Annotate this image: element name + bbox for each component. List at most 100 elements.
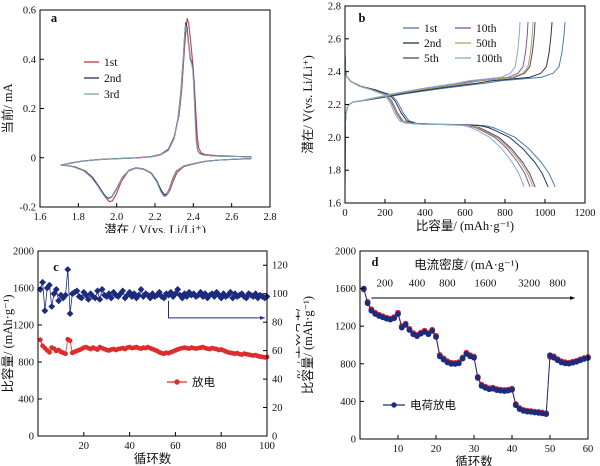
y-axis-label: 潜在/ V(vs. Li/Li⁺) bbox=[301, 55, 315, 154]
legend-label: 1st bbox=[104, 57, 118, 69]
data-marker bbox=[406, 327, 413, 333]
panel-label: c bbox=[53, 260, 59, 274]
y-tick-label: 800 bbox=[340, 359, 356, 370]
y-tick-label: 1600 bbox=[13, 284, 34, 295]
data-marker bbox=[220, 290, 227, 298]
data-marker bbox=[368, 307, 375, 314]
x-tick-label: 40 bbox=[124, 441, 135, 452]
data-marker bbox=[402, 321, 409, 328]
y2-tick-label: 120 bbox=[272, 261, 288, 272]
y-tick-label: 0 bbox=[29, 432, 34, 443]
data-marker bbox=[103, 293, 111, 300]
data-marker bbox=[471, 354, 477, 361]
x-tick-label: 1200 bbox=[575, 208, 596, 219]
data-marker bbox=[55, 297, 63, 305]
data-marker bbox=[78, 294, 85, 302]
x-tick-label: 100 bbox=[259, 441, 275, 452]
data-marker bbox=[172, 290, 179, 298]
y-tick-label: -0.2 bbox=[19, 203, 36, 214]
data-marker bbox=[429, 328, 436, 334]
data-marker bbox=[142, 290, 150, 298]
data-marker bbox=[176, 291, 184, 299]
y-tick-label: 1200 bbox=[13, 321, 34, 332]
data-marker bbox=[62, 291, 69, 299]
data-marker bbox=[233, 293, 241, 300]
data-marker bbox=[50, 290, 58, 298]
data-marker bbox=[89, 293, 97, 300]
y-tick-label: 2000 bbox=[335, 247, 356, 258]
x-tick-label: 50 bbox=[545, 444, 556, 455]
x-tick-label: 200 bbox=[377, 208, 393, 219]
x-tick-label: 600 bbox=[457, 208, 473, 219]
x-tick-label: 1000 bbox=[535, 208, 556, 219]
y-tick-label: 400 bbox=[340, 397, 356, 408]
data-marker bbox=[105, 290, 113, 298]
panel-d-rate-performance: 10 20 30 40 50 60 0 400 800 1200 1600 2000 循环数 比容量/ (… bbox=[300, 247, 593, 466]
data-marker bbox=[474, 375, 481, 381]
y2-tick-label: 80 bbox=[272, 318, 283, 329]
x-axis-label: 潜在 / V(vs. Li/Li⁺) bbox=[104, 223, 206, 233]
y-tick-label: 2.0 bbox=[328, 133, 341, 144]
x-tick-label: 30 bbox=[469, 444, 480, 455]
data-marker bbox=[52, 286, 60, 293]
data-marker bbox=[139, 293, 147, 300]
y-tick-label: 1200 bbox=[335, 322, 356, 333]
legend-label: 放电 bbox=[192, 375, 215, 389]
legend-label: 100th bbox=[476, 53, 502, 65]
data-marker bbox=[174, 286, 182, 293]
data-marker bbox=[240, 293, 248, 300]
x-axis-label: 循环数 bbox=[134, 451, 172, 466]
annotation-text: 电流密度/ (mA·g⁻¹) bbox=[414, 257, 518, 272]
series-charge-capacity bbox=[363, 289, 589, 414]
x-tick-label: 40 bbox=[507, 444, 518, 455]
data-marker bbox=[190, 290, 198, 298]
data-marker bbox=[181, 290, 188, 298]
annotation-text: 400 bbox=[409, 278, 426, 290]
data-marker bbox=[46, 281, 53, 289]
legend-label: 3rd bbox=[104, 89, 120, 101]
data-marker bbox=[149, 290, 156, 298]
series-1st bbox=[60, 18, 252, 203]
annotation-arrow-head bbox=[570, 295, 575, 301]
data-marker bbox=[123, 291, 131, 299]
legend-label: 1st bbox=[424, 23, 438, 35]
data-marker bbox=[512, 402, 519, 409]
y-tick-label: 0.4 bbox=[23, 55, 37, 66]
legend-label: 电荷放电 bbox=[410, 398, 456, 412]
y-tick-label: 1.8 bbox=[328, 166, 341, 177]
data-marker bbox=[119, 287, 127, 295]
data-marker bbox=[117, 290, 124, 298]
annotation-text: 800 bbox=[549, 278, 566, 290]
data-marker bbox=[160, 294, 168, 302]
x-tick-label: 2.6 bbox=[225, 212, 238, 223]
y-tick-label: 400 bbox=[18, 395, 34, 406]
data-marker bbox=[144, 291, 152, 299]
data-marker bbox=[178, 294, 186, 302]
legend-label: 2nd bbox=[104, 73, 122, 85]
annotation-text: 3200 bbox=[518, 278, 541, 290]
data-marker bbox=[433, 334, 439, 340]
data-marker bbox=[217, 294, 225, 302]
data-marker bbox=[229, 294, 237, 302]
x-tick-label: 2.2 bbox=[148, 212, 161, 223]
data-marker bbox=[204, 294, 211, 302]
data-marker bbox=[201, 290, 209, 298]
data-marker bbox=[64, 266, 72, 273]
plot-border bbox=[37, 250, 268, 437]
legend-label: 5th bbox=[424, 53, 439, 65]
series-50th bbox=[344, 54, 534, 188]
data-marker bbox=[75, 293, 83, 300]
data-marker bbox=[98, 286, 106, 293]
data-marker bbox=[59, 294, 67, 302]
data-marker bbox=[41, 307, 49, 315]
annotation-text: 200 bbox=[376, 278, 393, 290]
legend-marker bbox=[391, 402, 397, 408]
panel-label: a bbox=[51, 11, 58, 25]
x-tick-label: 10 bbox=[393, 444, 404, 455]
data-marker bbox=[455, 360, 462, 367]
y-tick-label: 2.2 bbox=[328, 100, 341, 111]
y-tick-label: 1.6 bbox=[328, 199, 341, 210]
y-tick-label: 2.6 bbox=[328, 34, 341, 45]
panel-c-cycling-performance: 20 40 60 80 10004008001200160020000204060801… bbox=[0, 247, 300, 466]
